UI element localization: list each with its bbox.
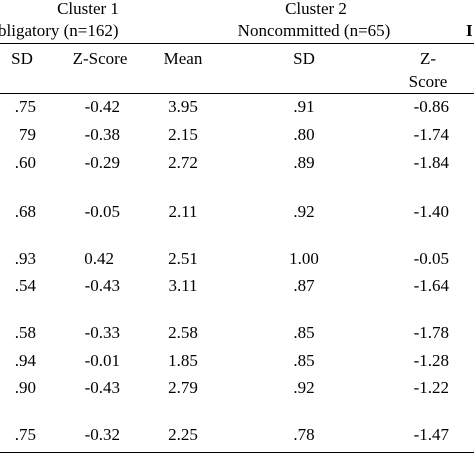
col-header-c1-zscore: Z-Score — [72, 49, 128, 68]
cell-c2-sd: .92 — [293, 378, 315, 397]
table-row: .94 -0.01 1.85 .85 -1.28 — [0, 352, 474, 372]
cell-c1-zscore: 0.42 — [84, 249, 114, 268]
cluster-2-title: Cluster 2 — [285, 0, 347, 18]
col-header-c1-sd: SD — [11, 49, 33, 68]
cell-c2-mean: 2.51 — [168, 249, 198, 268]
cell-c2-mean: 1.85 — [168, 351, 198, 370]
col-header-c2-sd: SD — [293, 49, 315, 68]
header-rule — [0, 43, 474, 44]
cell-c2-sd: .89 — [293, 153, 315, 172]
cell-c2-sd: .78 — [293, 425, 315, 444]
col-header-c2-mean: Mean — [163, 49, 203, 68]
cell-c2-mean: 2.25 — [168, 425, 198, 444]
cell-c1-zscore: -0.05 — [84, 202, 120, 221]
cell-c1-zscore: -0.29 — [84, 153, 120, 172]
cell-c1-sd: .90 — [14, 378, 36, 397]
cell-c1-zscore: -0.38 — [84, 125, 120, 144]
table-row: .93 0.42 2.51 1.00 -0.05 — [0, 250, 474, 270]
cell-c2-mean: 3.95 — [168, 97, 198, 116]
cell-c1-zscore: -0.42 — [84, 97, 120, 116]
cell-c2-zscore: -0.05 — [413, 249, 449, 268]
cell-c2-mean: 2.11 — [168, 202, 198, 221]
cell-c2-sd: .85 — [293, 351, 315, 370]
table-row: .54 -0.43 3.11 .87 -1.64 — [0, 277, 474, 297]
cell-c2-mean: 2.58 — [168, 323, 198, 342]
cluster-1-subtitle: bligatory (n=162) — [0, 21, 119, 40]
table-bottom-rule — [0, 452, 474, 453]
cell-c1-zscore: -0.43 — [84, 378, 120, 397]
cell-c1-zscore: -0.32 — [84, 425, 120, 444]
cell-c2-zscore: -1.78 — [413, 323, 449, 342]
cell-c2-mean: 2.15 — [168, 125, 198, 144]
cell-c2-zscore: -0.86 — [413, 97, 449, 116]
cell-c2-sd: .80 — [293, 125, 315, 144]
cell-c1-sd: .54 — [14, 276, 36, 295]
cell-c2-zscore: -1.74 — [413, 125, 449, 144]
col-header-c2-z-line2: Score — [408, 72, 448, 91]
cell-c2-zscore: -1.22 — [413, 378, 449, 397]
column-header-rule — [0, 93, 474, 94]
cell-c1-sd: .93 — [14, 249, 36, 268]
cell-c1-sd: .75 — [14, 425, 36, 444]
cell-c1-sd: 79 — [19, 125, 36, 144]
cell-c2-sd: .92 — [293, 202, 315, 221]
cell-c1-zscore: -0.43 — [84, 276, 120, 295]
cell-c2-mean: 3.11 — [168, 276, 198, 295]
cell-c1-sd: .75 — [14, 97, 36, 116]
next-cluster-edge-text: I — [466, 21, 473, 40]
table-row: .75 -0.42 3.95 .91 -0.86 — [0, 98, 474, 118]
cell-c1-sd: .60 — [14, 153, 36, 172]
cell-c2-zscore: -1.64 — [413, 276, 449, 295]
cell-c1-sd: .94 — [14, 351, 36, 370]
cell-c1-sd: .68 — [14, 202, 36, 221]
table-row: .75 -0.32 2.25 .78 -1.47 — [0, 426, 474, 446]
table-row: 79 -0.38 2.15 .80 -1.74 — [0, 126, 474, 146]
cell-c2-sd: .85 — [293, 323, 315, 342]
cell-c1-sd: .58 — [14, 323, 36, 342]
cell-c2-zscore: -1.47 — [413, 425, 449, 444]
cell-c2-sd: .91 — [293, 97, 315, 116]
col-header-c2-z-line1: Z- — [419, 49, 437, 68]
cell-c2-zscore: -1.84 — [413, 153, 449, 172]
cell-c2-sd: .87 — [293, 276, 315, 295]
table-row: .58 -0.33 2.58 .85 -1.78 — [0, 324, 474, 344]
cluster-2-subtitle: Noncommitted (n=65) — [237, 21, 391, 40]
cell-c1-zscore: -0.01 — [84, 351, 120, 370]
cluster-1-title: Cluster 1 — [57, 0, 119, 18]
cell-c2-sd: 1.00 — [289, 249, 319, 268]
table-row: .60 -0.29 2.72 .89 -1.84 — [0, 154, 474, 174]
table-row: .90 -0.43 2.79 .92 -1.22 — [0, 379, 474, 399]
table-row: .68 -0.05 2.11 .92 -1.40 — [0, 203, 474, 223]
cell-c1-zscore: -0.33 — [84, 323, 120, 342]
cell-c2-zscore: -1.40 — [413, 202, 449, 221]
cell-c2-mean: 2.79 — [168, 378, 198, 397]
cell-c2-zscore: -1.28 — [413, 351, 449, 370]
cell-c2-mean: 2.72 — [168, 153, 198, 172]
